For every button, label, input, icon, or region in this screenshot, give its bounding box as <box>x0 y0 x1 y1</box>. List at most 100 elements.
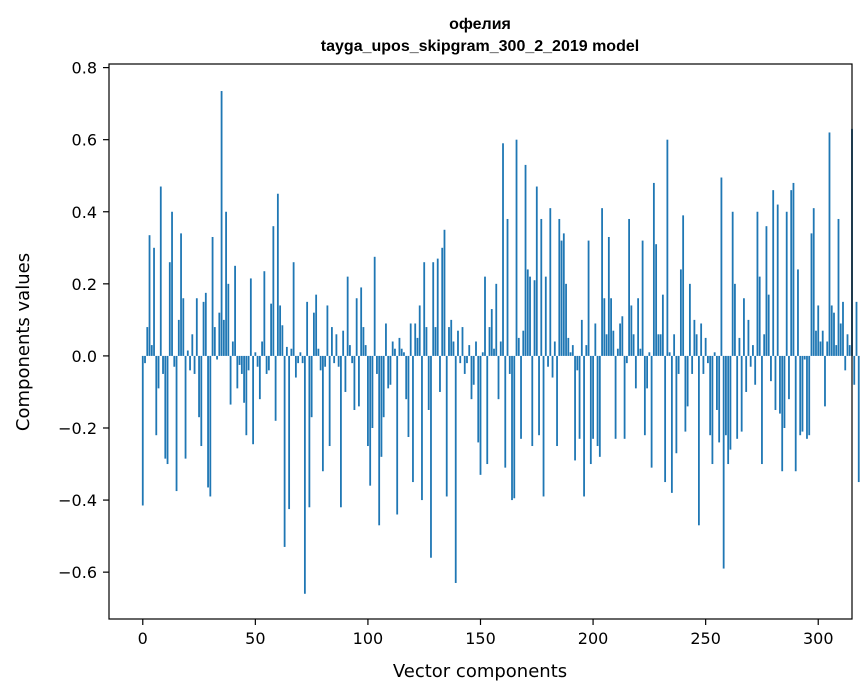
bar-100 <box>367 355 369 447</box>
bar-263 <box>734 283 736 356</box>
bar-238 <box>677 355 680 374</box>
bar-221 <box>639 348 642 356</box>
bar-2 <box>146 327 149 356</box>
bar-142 <box>461 327 464 356</box>
bar-233 <box>666 139 669 356</box>
bar-262 <box>731 211 734 356</box>
bar-264 <box>736 355 739 439</box>
bar-58 <box>272 226 275 356</box>
bar-73 <box>306 301 309 356</box>
bar-277 <box>765 226 768 356</box>
bar-103 <box>373 256 376 356</box>
bar-48 <box>249 278 252 356</box>
x-tick-label: 100 <box>353 629 384 648</box>
bar-196 <box>583 355 585 497</box>
y-tick-label: −0.4 <box>58 491 97 510</box>
bar-246 <box>695 334 698 356</box>
bar-27 <box>202 301 205 356</box>
bar-115 <box>400 348 403 356</box>
bar-230 <box>659 334 662 356</box>
bar-167 <box>517 337 520 356</box>
bar-105 <box>378 355 381 526</box>
bar-147 <box>472 355 475 385</box>
bar-189 <box>567 337 570 356</box>
bar-258 <box>722 355 725 569</box>
bar-7 <box>157 355 160 389</box>
bar-30 <box>209 355 212 497</box>
bar-0 <box>141 355 144 506</box>
bar-252 <box>709 355 712 436</box>
bar-291 <box>797 269 799 356</box>
bar-106 <box>380 355 383 457</box>
bar-51 <box>256 355 259 367</box>
bar-177 <box>540 218 543 356</box>
bar-66 <box>290 348 293 356</box>
bar-242 <box>686 355 689 407</box>
bar-208 <box>610 298 612 356</box>
bar-68 <box>294 355 297 378</box>
bar-185 <box>558 218 561 356</box>
bar-157 <box>495 283 498 356</box>
bar-186 <box>560 240 563 356</box>
y-tick-label: −0.2 <box>58 419 97 438</box>
bar-23 <box>193 355 196 374</box>
bar-175 <box>535 186 538 356</box>
bar-236 <box>673 334 676 356</box>
bar-281 <box>774 355 777 410</box>
bar-52 <box>258 355 261 400</box>
bar-110 <box>389 355 392 385</box>
y-tick-label: 0.2 <box>72 275 97 294</box>
bar-161 <box>504 355 507 468</box>
bar-188 <box>565 283 567 356</box>
bar-180 <box>547 355 549 367</box>
bar-272 <box>754 355 757 385</box>
bar-269 <box>747 319 750 356</box>
bar-130 <box>434 327 437 356</box>
bar-38 <box>227 283 230 356</box>
bar-290 <box>794 355 797 472</box>
bar-308 <box>835 345 838 356</box>
bar-183 <box>553 341 556 356</box>
x-axis-label: Vector components <box>393 661 567 682</box>
bar-112 <box>394 348 396 356</box>
chart-title-line2: tayga_upos_skipgram_300_2_2019 model <box>321 38 639 55</box>
bar-244 <box>691 355 694 374</box>
bar-223 <box>643 355 646 436</box>
bar-195 <box>580 319 583 356</box>
bar-74 <box>308 355 311 508</box>
bar-234 <box>668 352 671 356</box>
bar-284 <box>781 355 784 472</box>
bar-41 <box>234 265 236 356</box>
bar-4 <box>150 345 153 356</box>
bar-317 <box>855 301 858 356</box>
bar-200 <box>592 355 594 439</box>
bar-71 <box>301 355 304 364</box>
bar-299 <box>815 330 817 356</box>
bar-306 <box>830 305 833 356</box>
x-tick-label: 150 <box>465 629 496 648</box>
bar-75 <box>310 355 313 418</box>
bar-19 <box>184 355 187 459</box>
bar-91 <box>346 276 349 356</box>
bar-10 <box>164 355 167 459</box>
bar-170 <box>524 164 527 356</box>
bar-316 <box>853 355 856 385</box>
bar-94 <box>353 355 356 410</box>
bar-160 <box>502 143 504 356</box>
bar-11 <box>166 355 169 465</box>
bar-172 <box>529 276 531 356</box>
bar-206 <box>605 334 608 356</box>
bar-241 <box>684 355 687 432</box>
bar-218 <box>632 334 635 356</box>
bar-22 <box>191 334 194 356</box>
bar-257 <box>720 177 723 356</box>
bar-311 <box>842 301 844 356</box>
bar-219 <box>634 355 637 389</box>
bar-168 <box>520 355 522 439</box>
bar-152 <box>484 276 486 356</box>
bar-15 <box>175 355 178 492</box>
bar-46 <box>245 355 248 436</box>
bar-96 <box>358 355 360 407</box>
bar-25 <box>198 355 200 418</box>
bar-276 <box>763 334 766 356</box>
